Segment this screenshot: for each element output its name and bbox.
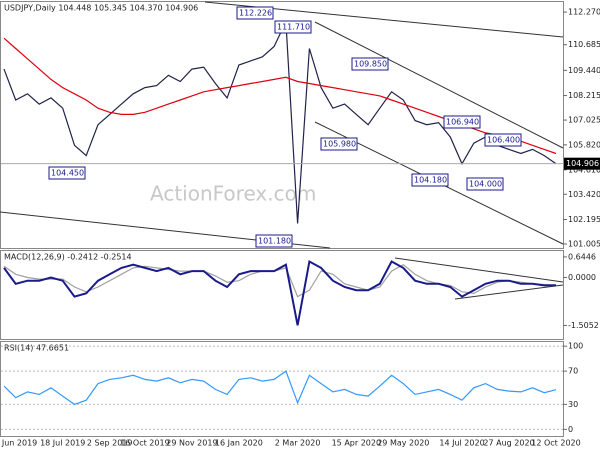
y-tick-label: 110.685: [568, 40, 600, 49]
trend-line: [454, 284, 564, 300]
price-panel: [0, 1, 564, 249]
y-tick-label: 100: [568, 342, 583, 351]
annotation-label: 112.226: [239, 9, 272, 18]
trend-line: [314, 21, 564, 149]
series-line: [3, 21, 557, 224]
annotation-label: 101.180: [258, 237, 291, 246]
x-tick-label: 14 Jul 2020: [439, 439, 484, 448]
y-tick-label: 101.005: [568, 239, 600, 248]
series-line: [3, 259, 557, 326]
rsi-panel: [0, 341, 564, 437]
y-tick-label: 112.270: [568, 8, 600, 17]
trend-line: [394, 257, 564, 283]
last-price-label: 104.906: [566, 159, 599, 168]
annotation-label: 111.710: [277, 23, 310, 32]
annotation-box: [236, 6, 274, 20]
y-tick-label: 0.0000: [568, 273, 596, 282]
y-tick-label: 108.215: [568, 91, 600, 100]
annotation-label: 104.180: [414, 176, 447, 185]
x-tick-label: 2 Mar 2020: [275, 439, 321, 448]
y-tick-label: 105.820: [568, 140, 600, 149]
y-tick-label: 0.6446: [568, 252, 596, 261]
x-tick-label: 27 Aug 2020: [483, 439, 534, 448]
y-tick-label: 103.420: [568, 190, 600, 199]
x-tick-label: 4 Jun 2019: [0, 439, 37, 448]
annotation-box: [255, 234, 293, 248]
series-line: [3, 370, 557, 406]
annotation-box: [48, 166, 86, 180]
y-tick-label: 70: [568, 367, 578, 376]
last-price-box: [564, 157, 600, 170]
x-tick-label: 15 Apr 2020: [332, 439, 381, 448]
x-tick-label: 16 Jan 2020: [215, 439, 263, 448]
annotation-label: 104.000: [469, 180, 502, 189]
annotation-box: [411, 173, 449, 187]
x-tick-label: 16 Oct 2019: [120, 439, 169, 448]
x-tick-label: 2 Sep 2019: [87, 439, 133, 448]
y-tick-label: 0: [568, 425, 573, 434]
y-tick-label: 107.025: [568, 116, 600, 125]
x-tick-label: 18 Jul 2019: [40, 439, 85, 448]
x-tick-label: 29 May 2020: [377, 439, 429, 448]
y-tick-label: 104.610: [568, 165, 600, 174]
annotation-box: [484, 133, 522, 147]
y-tick-label: 102.195: [568, 215, 600, 224]
watermark: ActionForex.com: [150, 182, 316, 206]
annotation-box: [274, 20, 312, 34]
annotation-box: [443, 115, 481, 129]
y-tick-label: -1.5052: [568, 321, 599, 330]
annotation-label: 105.980: [323, 140, 356, 149]
y-tick-label: 30: [568, 400, 578, 409]
annotation-label: 106.940: [446, 118, 479, 127]
rsi-title: RSI(14) 47.6651: [4, 344, 69, 353]
annotation-label: 104.450: [51, 169, 84, 178]
annotation-box: [320, 137, 358, 151]
x-tick-label: 29 Nov 2019: [166, 439, 217, 448]
series-line: [3, 263, 557, 298]
annotation-label: 106.400: [487, 136, 520, 145]
macd-title: MACD(12,26,9) -0.2412 -0.2514: [4, 253, 132, 262]
annotation-label: 109.850: [354, 60, 387, 69]
annotation-box: [466, 177, 504, 191]
chart-title: USDJPY,Daily 104.448 105.345 104.370 104…: [4, 4, 198, 13]
y-tick-label: 109.440: [568, 66, 600, 75]
annotation-box: [351, 57, 389, 71]
x-tick-label: 12 Oct 2020: [531, 439, 580, 448]
macd-panel: [0, 250, 564, 340]
